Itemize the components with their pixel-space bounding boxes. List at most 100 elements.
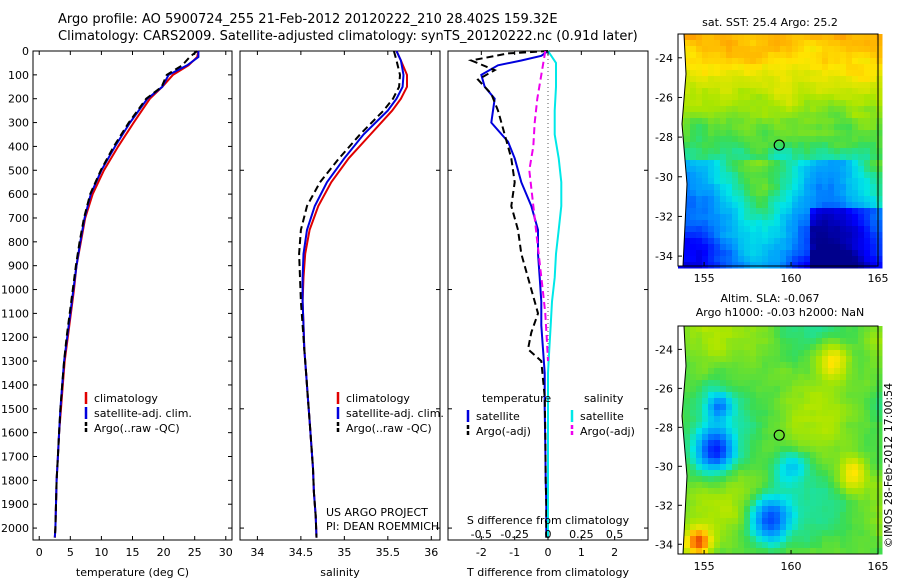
x-tick-label: 30 bbox=[219, 546, 233, 559]
map-cell bbox=[786, 338, 793, 345]
map-cell bbox=[852, 338, 859, 345]
map-cell bbox=[768, 202, 775, 209]
map-cell bbox=[792, 476, 799, 483]
map-cell bbox=[852, 58, 859, 65]
map-cell bbox=[714, 106, 721, 113]
map-cell bbox=[858, 226, 865, 233]
map-cell bbox=[846, 232, 853, 239]
map-cell bbox=[762, 518, 769, 525]
map-cell bbox=[762, 46, 769, 53]
map-cell bbox=[822, 476, 829, 483]
map-cell bbox=[840, 530, 847, 537]
map-cell bbox=[744, 326, 751, 333]
map-cell bbox=[756, 166, 763, 173]
map-cell bbox=[798, 64, 805, 71]
map-cell bbox=[684, 112, 691, 119]
map-cell bbox=[786, 172, 793, 179]
map-cell bbox=[708, 250, 715, 257]
map-cell bbox=[870, 148, 877, 155]
map-cell bbox=[744, 124, 751, 131]
map-cell bbox=[750, 500, 757, 507]
map-cell bbox=[738, 52, 745, 59]
map-cell bbox=[780, 52, 787, 59]
map-cell bbox=[756, 244, 763, 251]
map-cell bbox=[732, 76, 739, 83]
map-cell bbox=[828, 46, 835, 53]
salinity-series-line bbox=[301, 50, 408, 538]
map-cell bbox=[852, 88, 859, 95]
map-cell bbox=[804, 226, 811, 233]
map-cell bbox=[792, 524, 799, 531]
map-cell bbox=[816, 76, 823, 83]
map-cell bbox=[876, 148, 883, 155]
map-cell bbox=[696, 488, 703, 495]
map-cell bbox=[798, 488, 805, 495]
map-cell bbox=[684, 94, 691, 101]
map-cell bbox=[696, 70, 703, 77]
map-cell bbox=[816, 148, 823, 155]
map-cell bbox=[762, 250, 769, 257]
map-cell bbox=[732, 142, 739, 149]
map-cell bbox=[822, 106, 829, 113]
map-cell bbox=[786, 130, 793, 137]
map-cell bbox=[726, 232, 733, 239]
map-cell bbox=[714, 494, 721, 501]
map-cell bbox=[738, 398, 745, 405]
map-cell bbox=[792, 142, 799, 149]
map-cell bbox=[840, 482, 847, 489]
map-cell bbox=[696, 52, 703, 59]
map-cell bbox=[726, 142, 733, 149]
map-cell bbox=[732, 476, 739, 483]
map-cell bbox=[828, 350, 835, 357]
map-cell bbox=[708, 458, 715, 465]
map-cell bbox=[720, 416, 727, 423]
map-cell bbox=[768, 542, 775, 549]
map-cell bbox=[816, 398, 823, 405]
map-cell bbox=[684, 350, 691, 357]
map-cell bbox=[804, 536, 811, 543]
map-cell bbox=[726, 434, 733, 441]
map-cell bbox=[702, 250, 709, 257]
map-cell bbox=[828, 226, 835, 233]
map-cell bbox=[846, 410, 853, 417]
map-cell bbox=[714, 160, 721, 167]
map-cell bbox=[720, 518, 727, 525]
y-tick-label: 1600 bbox=[1, 427, 29, 440]
map-cell bbox=[780, 374, 787, 381]
map-cell bbox=[714, 488, 721, 495]
map-cell bbox=[732, 262, 739, 269]
map-cell bbox=[726, 94, 733, 101]
map-cell bbox=[852, 464, 859, 471]
map-cell bbox=[876, 118, 883, 125]
map-cell bbox=[786, 238, 793, 245]
map-cell bbox=[720, 250, 727, 257]
map-cell bbox=[750, 464, 757, 471]
map-cell bbox=[858, 542, 865, 549]
map-cell bbox=[876, 160, 883, 167]
map-cell bbox=[708, 220, 715, 227]
map-cell bbox=[816, 34, 823, 41]
map-cell bbox=[768, 232, 775, 239]
map-cell bbox=[792, 512, 799, 519]
map-cell bbox=[774, 106, 781, 113]
map-cell bbox=[834, 356, 841, 363]
map-cell bbox=[744, 410, 751, 417]
map-cell bbox=[714, 220, 721, 227]
map-cell bbox=[822, 404, 829, 411]
map-cell bbox=[786, 524, 793, 531]
map-cell bbox=[738, 530, 745, 537]
map-cell bbox=[840, 160, 847, 167]
map-cell bbox=[840, 464, 847, 471]
map-cell bbox=[732, 58, 739, 65]
map-cell bbox=[828, 52, 835, 59]
map-cell bbox=[696, 410, 703, 417]
map-cell bbox=[720, 178, 727, 185]
map-cell bbox=[702, 166, 709, 173]
map-cell bbox=[786, 362, 793, 369]
map-cell bbox=[690, 232, 697, 239]
map-cell bbox=[744, 106, 751, 113]
map-cell bbox=[750, 82, 757, 89]
map-cell bbox=[738, 344, 745, 351]
map-cell bbox=[690, 226, 697, 233]
map-cell bbox=[810, 148, 817, 155]
